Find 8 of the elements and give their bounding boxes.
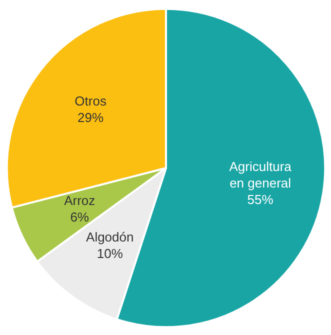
slice-label: Agricultura en general: [229, 158, 292, 190]
slice-label: Otros: [74, 94, 107, 109]
data-label: 29%: [78, 110, 104, 126]
slice-label: Algodón: [86, 230, 134, 245]
data-label: 6%: [70, 210, 90, 225]
slice-label: Arroz: [64, 193, 96, 208]
data-label: 55%: [247, 192, 274, 207]
data-label: 10%: [96, 246, 124, 262]
